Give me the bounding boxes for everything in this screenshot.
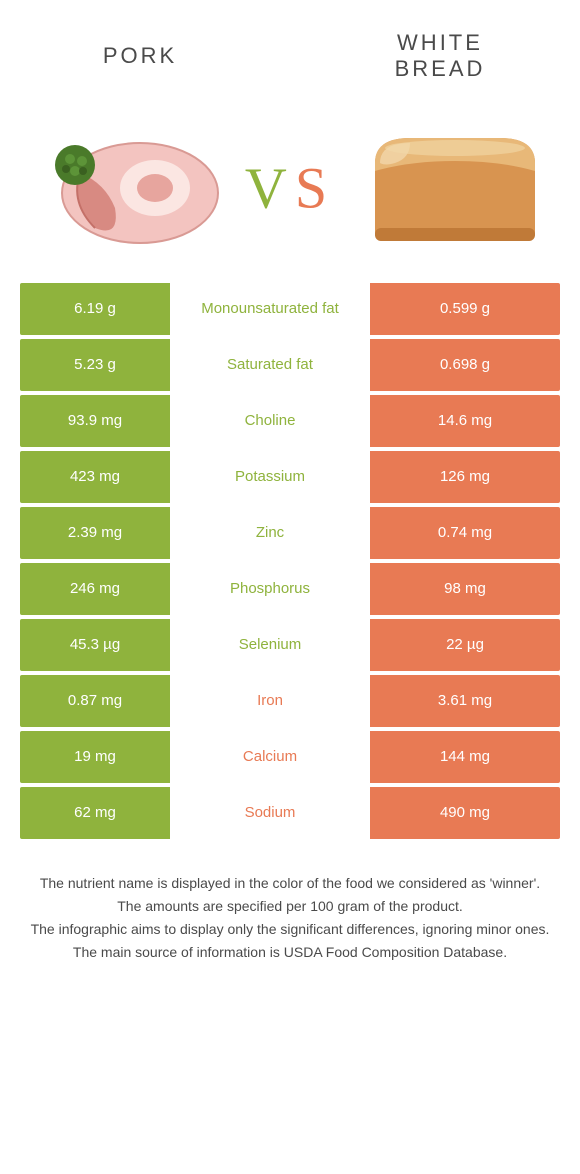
right-food-title: WHITE BREAD (350, 30, 530, 83)
right-value: 3.61 mg (370, 675, 560, 727)
bread-image (350, 103, 560, 263)
right-value: 490 mg (370, 787, 560, 839)
left-value: 19 mg (20, 731, 170, 783)
left-value: 45.3 µg (20, 619, 170, 671)
nutrient-label: Phosphorus (170, 563, 370, 615)
footnote-line: The nutrient name is displayed in the co… (30, 873, 550, 894)
nutrient-row: 93.9 mgCholine14.6 mg (20, 395, 560, 447)
right-value: 98 mg (370, 563, 560, 615)
left-value: 62 mg (20, 787, 170, 839)
nutrient-label: Calcium (170, 731, 370, 783)
nutrient-row: 6.19 gMonounsaturated fat0.599 g (20, 283, 560, 335)
nutrient-row: 62 mgSodium490 mg (20, 787, 560, 839)
nutrient-label: Choline (170, 395, 370, 447)
footnote-line: The main source of information is USDA F… (30, 942, 550, 963)
left-value: 6.19 g (20, 283, 170, 335)
right-value: 144 mg (370, 731, 560, 783)
left-value: 423 mg (20, 451, 170, 503)
nutrient-row: 2.39 mgZinc0.74 mg (20, 507, 560, 559)
pork-icon (20, 103, 230, 263)
nutrient-label: Zinc (170, 507, 370, 559)
nutrient-label: Selenium (170, 619, 370, 671)
nutrient-row: 5.23 gSaturated fat0.698 g (20, 339, 560, 391)
nutrient-row: 423 mgPotassium126 mg (20, 451, 560, 503)
right-value: 0.599 g (370, 283, 560, 335)
nutrient-row: 45.3 µgSelenium22 µg (20, 619, 560, 671)
footnotes: The nutrient name is displayed in the co… (0, 843, 580, 975)
nutrient-row: 19 mgCalcium144 mg (20, 731, 560, 783)
right-value: 0.698 g (370, 339, 560, 391)
left-value: 0.87 mg (20, 675, 170, 727)
left-value: 5.23 g (20, 339, 170, 391)
images-row: VS (0, 93, 580, 283)
pork-image (20, 103, 230, 263)
right-value: 22 µg (370, 619, 560, 671)
footnote-line: The amounts are specified per 100 gram o… (30, 896, 550, 917)
right-value: 126 mg (370, 451, 560, 503)
nutrient-table: 6.19 gMonounsaturated fat0.599 g5.23 gSa… (0, 283, 580, 839)
footnote-line: The infographic aims to display only the… (30, 919, 550, 940)
left-value: 2.39 mg (20, 507, 170, 559)
nutrient-label: Potassium (170, 451, 370, 503)
vs-v: V (245, 155, 295, 220)
right-value: 14.6 mg (370, 395, 560, 447)
left-value: 93.9 mg (20, 395, 170, 447)
nutrient-row: 0.87 mgIron3.61 mg (20, 675, 560, 727)
nutrient-row: 246 mgPhosphorus98 mg (20, 563, 560, 615)
right-title-line1: WHITE (397, 30, 483, 55)
vs-label: VS (245, 154, 335, 221)
header: PORK WHITE BREAD (0, 0, 580, 93)
nutrient-label: Iron (170, 675, 370, 727)
nutrient-label: Saturated fat (170, 339, 370, 391)
bread-icon (350, 103, 560, 263)
vs-s: S (295, 155, 335, 220)
left-value: 246 mg (20, 563, 170, 615)
nutrient-label: Sodium (170, 787, 370, 839)
left-food-title: PORK (50, 43, 230, 69)
right-title-line2: BREAD (395, 56, 486, 81)
right-value: 0.74 mg (370, 507, 560, 559)
nutrient-label: Monounsaturated fat (170, 283, 370, 335)
